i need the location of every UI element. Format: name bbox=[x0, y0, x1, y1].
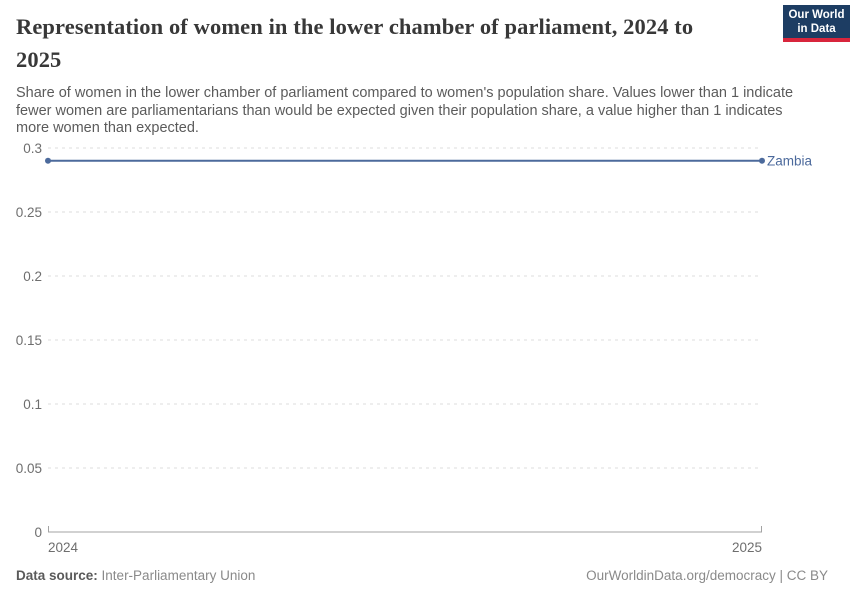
chart-subtitle: Share of women in the lower chamber of p… bbox=[16, 85, 794, 136]
data-point[interactable] bbox=[45, 157, 51, 164]
x-tick-label: 2024 bbox=[48, 540, 79, 555]
owid-logo-line2: in Data bbox=[797, 22, 836, 35]
owid-logo-line1: Our World bbox=[788, 8, 845, 21]
y-tick-label: 0.1 bbox=[23, 397, 42, 412]
chart-title: Representation of women in the lower cha… bbox=[16, 14, 694, 72]
data-source-value: Inter-Parliamentary Union bbox=[101, 568, 256, 583]
data-point[interactable] bbox=[759, 157, 765, 164]
chart-footer: Data source: Inter-Parliamentary Union O… bbox=[16, 568, 828, 583]
y-tick-label: 0.3 bbox=[23, 141, 42, 156]
y-tick-label: 0.2 bbox=[23, 269, 42, 284]
owid-logo: Our World in Data bbox=[783, 5, 850, 42]
y-tick-label: 0.25 bbox=[16, 205, 42, 220]
y-tick-label: 0.05 bbox=[16, 461, 42, 476]
series-label[interactable]: Zambia bbox=[767, 153, 813, 168]
x-tick-label: 2025 bbox=[732, 540, 762, 555]
data-source-label: Data source: bbox=[16, 568, 98, 583]
y-tick-label: 0.15 bbox=[16, 333, 42, 348]
chart-header: Representation of women in the lower cha… bbox=[16, 10, 834, 138]
credit-line: OurWorldinData.org/democracy | CC BY bbox=[586, 568, 828, 583]
y-tick-label: 0 bbox=[34, 525, 42, 540]
data-source: Data source: Inter-Parliamentary Union bbox=[16, 568, 255, 583]
